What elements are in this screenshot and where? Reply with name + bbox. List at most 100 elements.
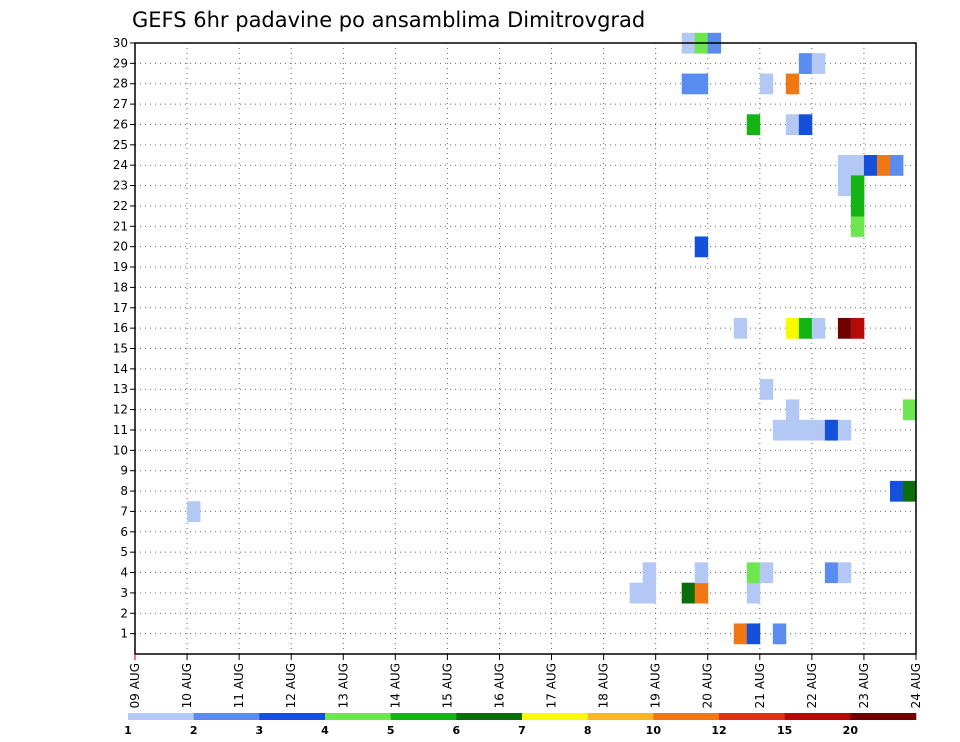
precip-cell	[733, 623, 748, 645]
x-tick-label: 09 AUG	[128, 663, 142, 708]
y-tick-label: 7	[120, 504, 128, 518]
y-tick-label: 12	[113, 403, 128, 417]
precip-cell	[798, 317, 813, 339]
colorbar-swatch	[850, 713, 917, 720]
precip-cell	[694, 582, 709, 604]
precip-cell	[785, 317, 800, 339]
colorbar-swatch	[456, 713, 523, 720]
x-tick-label: 23 AUG	[857, 663, 871, 708]
colorbar-swatch	[784, 713, 851, 720]
x-tick-label: 17 AUG	[545, 663, 559, 708]
precip-cell	[798, 419, 813, 441]
precip-cell	[629, 582, 644, 604]
y-tick-label: 19	[113, 260, 128, 274]
precip-cell	[876, 155, 891, 176]
y-tick-label: 27	[113, 97, 128, 111]
y-tick-label: 29	[113, 56, 128, 70]
y-tick-label: 4	[120, 566, 128, 580]
colorbar-swatch	[193, 713, 260, 720]
colorbar-swatch	[719, 713, 785, 720]
precip-cell	[889, 480, 904, 502]
y-tick-label: 23	[113, 179, 128, 193]
colorbar-label: 2	[190, 724, 198, 737]
x-tick-label: 24 AUG	[909, 663, 923, 708]
precip-cell	[642, 582, 657, 604]
y-tick-label: 28	[113, 77, 128, 91]
colorbar-label: 8	[584, 724, 592, 737]
x-tick-label: 11 AUG	[232, 663, 246, 708]
precip-cell	[850, 216, 865, 237]
precipitation-cells	[187, 32, 917, 645]
precip-cell	[798, 114, 813, 136]
precip-cell	[837, 419, 852, 441]
precip-cell	[837, 562, 852, 584]
precip-cell	[746, 562, 761, 584]
x-tick-label: 20 AUG	[701, 663, 715, 708]
colorbar-label: 7	[518, 724, 526, 737]
colorbar-label: 20	[843, 724, 859, 737]
precip-cell	[902, 399, 917, 421]
colorbar-label: 3	[256, 724, 264, 737]
precip-cell	[837, 175, 852, 197]
precip-cell	[785, 419, 800, 441]
y-tick-label: 18	[113, 280, 128, 294]
precip-cell	[785, 399, 800, 421]
colorbar-swatch	[325, 713, 391, 720]
precip-cell	[902, 480, 917, 502]
x-tick-label: 13 AUG	[336, 663, 350, 708]
x-tick-label: 12 AUG	[284, 663, 298, 708]
y-tick-label: 15	[113, 342, 128, 356]
precip-cell	[785, 114, 800, 136]
precip-cell	[694, 236, 709, 258]
grid-lines	[135, 42, 916, 654]
precip-cell	[681, 582, 696, 604]
y-tick-label: 8	[120, 484, 128, 498]
precip-cell	[863, 155, 878, 176]
precip-cell	[759, 73, 774, 95]
x-axis: 09 AUG 10 AUG 11 AUG 12 AUG 13 AUG 14 AUG 15 A…	[128, 654, 923, 708]
x-tick-label: 19 AUG	[649, 663, 663, 708]
y-tick-label: 5	[120, 545, 128, 559]
precip-cell	[694, 562, 709, 584]
precip-cell	[733, 317, 748, 339]
chart-title: GEFS 6hr padavine po ansamblima Dimitrov…	[132, 8, 645, 32]
colorbar-label: 4	[321, 724, 329, 737]
colorbar-label: 5	[387, 724, 395, 737]
precip-cell	[772, 623, 787, 645]
y-tick-label: 6	[120, 525, 128, 539]
y-tick-label: 16	[113, 321, 128, 335]
precip-cell	[824, 562, 839, 584]
colorbar: 1 2 3 4 5 6 7 8 10 12 15 20	[124, 713, 917, 737]
precip-cell	[759, 562, 774, 584]
y-tick-label: 1	[120, 627, 128, 641]
precip-cell	[811, 317, 826, 339]
y-axis: 1234567891011121314151617181920212223242…	[113, 36, 135, 641]
precip-cell	[187, 501, 201, 523]
y-tick-label: 24	[113, 158, 128, 172]
precip-cell	[694, 73, 709, 95]
precip-cell	[642, 562, 657, 584]
y-tick-label: 13	[113, 382, 128, 396]
colorbar-label: 6	[453, 724, 461, 737]
precip-cell	[850, 155, 865, 176]
precip-cell	[850, 195, 865, 217]
precip-cell	[811, 53, 826, 74]
precip-cell	[824, 419, 839, 441]
precip-cell	[850, 175, 865, 197]
y-tick-label: 20	[113, 240, 128, 254]
colorbar-swatch	[128, 713, 194, 720]
y-tick-label: 10	[113, 443, 128, 457]
precip-cell	[798, 53, 813, 74]
precip-cell	[746, 623, 761, 645]
colorbar-label: 1	[124, 724, 132, 737]
y-tick-label: 26	[113, 117, 128, 131]
colorbar-swatch	[653, 713, 720, 720]
colorbar-swatch	[587, 713, 654, 720]
x-tick-label: 14 AUG	[388, 663, 402, 708]
x-tick-label: 10 AUG	[180, 663, 194, 708]
precip-cell	[681, 73, 696, 95]
precip-cell	[759, 379, 774, 400]
precip-cell	[746, 582, 761, 604]
colorbar-swatch	[522, 713, 588, 720]
